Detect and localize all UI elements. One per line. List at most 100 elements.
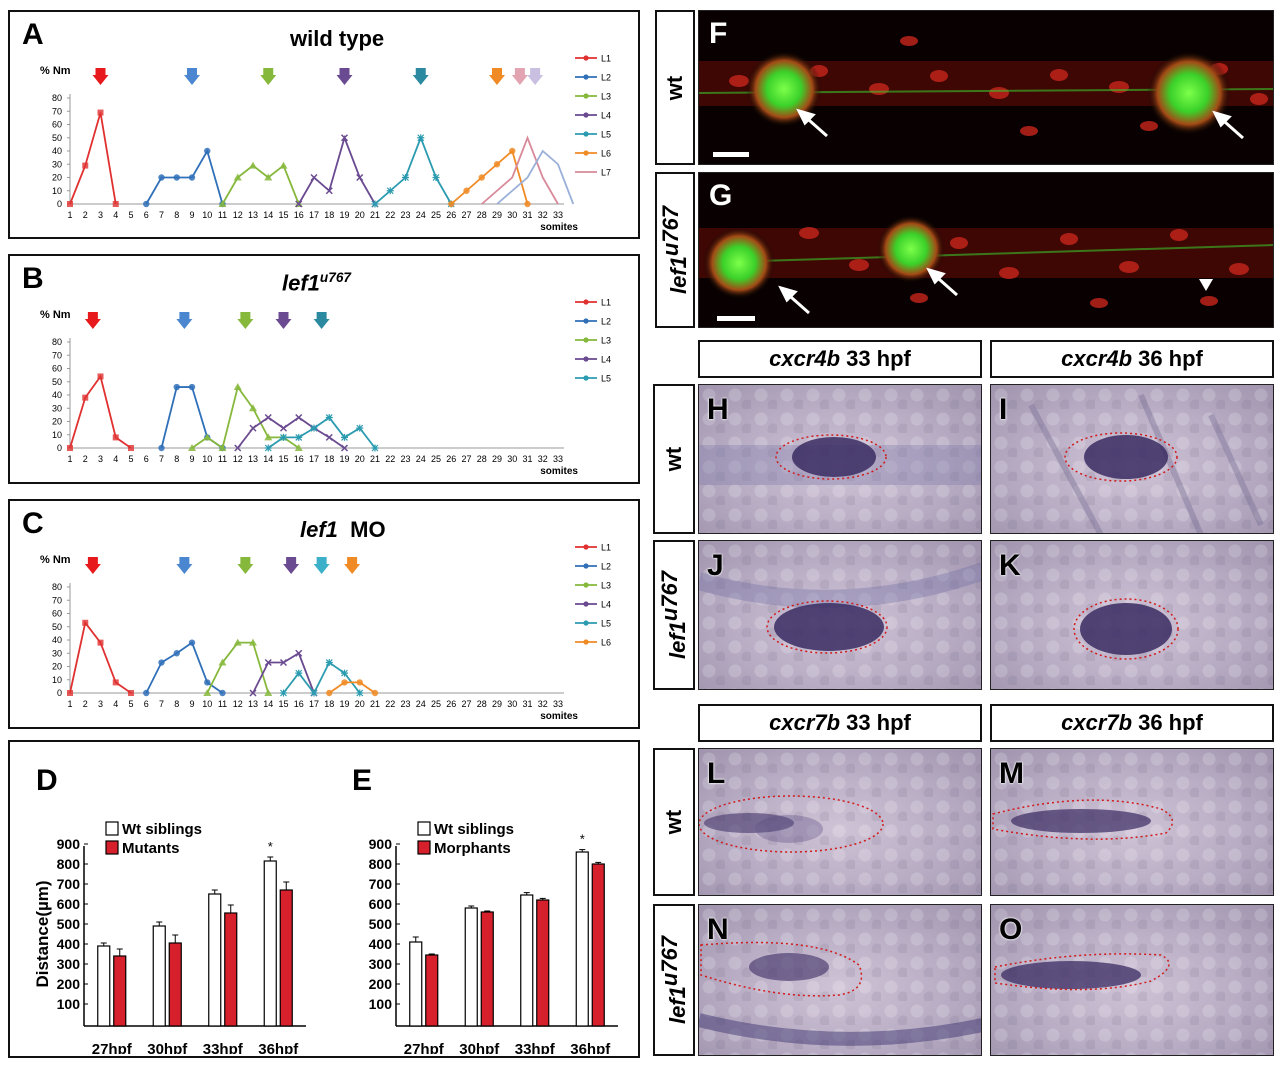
chart-title-gene: lef1 [282, 270, 320, 296]
data-point [249, 161, 257, 169]
bar-chart-e: 100 200 300 400 500 600 700 800 900 27hpf 30hpf 33h… [369, 821, 618, 1054]
x-tick-label: 25 [431, 454, 441, 464]
x-tick-label: 24 [416, 210, 426, 220]
data-point [295, 200, 303, 208]
x-tick-label: 18 [324, 454, 334, 464]
panel-letter: K [999, 549, 1021, 582]
bar [409, 941, 423, 1027]
lateral-line-arrow [260, 68, 277, 85]
data-point [325, 414, 333, 422]
x-tick-label: 14 [263, 699, 273, 709]
x-tick-label: 27 [461, 454, 471, 464]
chart-title-allele: u767 [319, 270, 351, 285]
series-line [252, 651, 315, 694]
x-tick-label: 29 [492, 454, 502, 464]
data-point [524, 200, 531, 208]
x-tick-label: 4 [113, 699, 118, 709]
x-tick-label: 29 [492, 699, 502, 709]
y-tick-label: 100 [369, 996, 393, 1012]
lateral-line-arrow [176, 312, 193, 329]
lateral-line-arrow [412, 68, 429, 85]
x-tick-label: 20 [355, 210, 365, 220]
legend-label: L5 [601, 130, 611, 140]
panel-letter: B [22, 262, 44, 295]
panel-letter: G [709, 179, 733, 212]
data-point [218, 200, 227, 207]
x-tick-label: 13 [248, 699, 258, 709]
data-point [128, 445, 134, 451]
panel-letter: I [999, 393, 1008, 426]
x-tick-label: 19 [339, 454, 349, 464]
y-tick-label: 80 [52, 582, 62, 592]
legend-label: L3 [601, 581, 611, 591]
legend-label: L3 [601, 92, 611, 102]
lateral-line-arrow [336, 68, 353, 85]
series-line [450, 149, 529, 205]
y-tick-label: 50 [52, 622, 62, 632]
legend-marker [583, 337, 589, 343]
arrows-overlay [717, 267, 1213, 321]
x-tick-label: 4 [113, 454, 118, 464]
y-tick-label: 60 [52, 120, 62, 130]
data-point [371, 444, 379, 452]
x-tick-label: 19 [339, 210, 349, 220]
data-point [173, 383, 180, 391]
data-point [158, 174, 165, 181]
data-point [295, 413, 303, 422]
data-point [218, 444, 227, 451]
data-point [173, 174, 180, 181]
data-point [188, 639, 196, 646]
panel-letter: O [999, 913, 1023, 946]
y-tick-label: 600 [57, 896, 81, 912]
x-tick-label: 27hpf [404, 1041, 445, 1054]
data-point [82, 162, 89, 169]
series-line [374, 135, 453, 205]
x-tick-label: 31 [522, 454, 532, 464]
data-point [371, 689, 379, 697]
x-tick-label: 7 [159, 454, 164, 464]
y-tick-label: 70 [52, 595, 62, 605]
data-point [233, 383, 242, 391]
panel-letter: M [999, 757, 1024, 790]
x-tick-label: 18 [324, 210, 334, 220]
row-label-g: lef1u767 [655, 172, 695, 328]
data-point [218, 658, 227, 666]
ish-image-m: M [990, 748, 1274, 896]
x-tick-label: 23 [400, 210, 410, 220]
y-tick-label: 50 [52, 133, 62, 143]
data-point [356, 679, 363, 686]
data-point [280, 433, 287, 441]
data-point [310, 173, 318, 182]
panel-a: A wild type % Nm 0 10 20 30 40 50 60 70 80 1 2 3 4 5 6 7… [8, 10, 640, 239]
fluorescence-drawing [699, 36, 1273, 136]
data-point [264, 444, 272, 452]
series-line [206, 641, 270, 694]
x-tick-label: 10 [202, 699, 212, 709]
series-line [297, 134, 376, 205]
x-tick-label: 8 [174, 699, 179, 709]
data-point [325, 187, 333, 195]
x-tick-label: 16 [294, 699, 304, 709]
ish-drawing [699, 941, 981, 1046]
x-tick-label: 15 [278, 699, 288, 709]
data-point [67, 690, 73, 696]
x-tick-label: 20 [355, 454, 365, 464]
data-point [264, 433, 273, 441]
data-point [325, 433, 333, 441]
y-axis-label: % Nm [40, 65, 71, 77]
ish-drawing [699, 795, 884, 853]
column-header-cxcr4b-33: cxcr4b 33 hpf [698, 340, 982, 378]
panel-letter: H [707, 393, 729, 426]
data-point [249, 638, 257, 646]
x-tick-label: 12 [233, 699, 243, 709]
legend-swatch [417, 840, 431, 855]
y-tick-label: 0 [57, 443, 62, 453]
x-tick-label: 30 [507, 699, 517, 709]
data-point [341, 433, 348, 441]
chart-title: lef1 MO [300, 517, 386, 543]
data-point [341, 669, 348, 677]
y-tick-label: 200 [369, 976, 393, 992]
data-point [204, 147, 211, 155]
data-point [448, 200, 455, 208]
column-header-cxcr7b-36: cxcr7b 36 hpf [990, 704, 1274, 742]
